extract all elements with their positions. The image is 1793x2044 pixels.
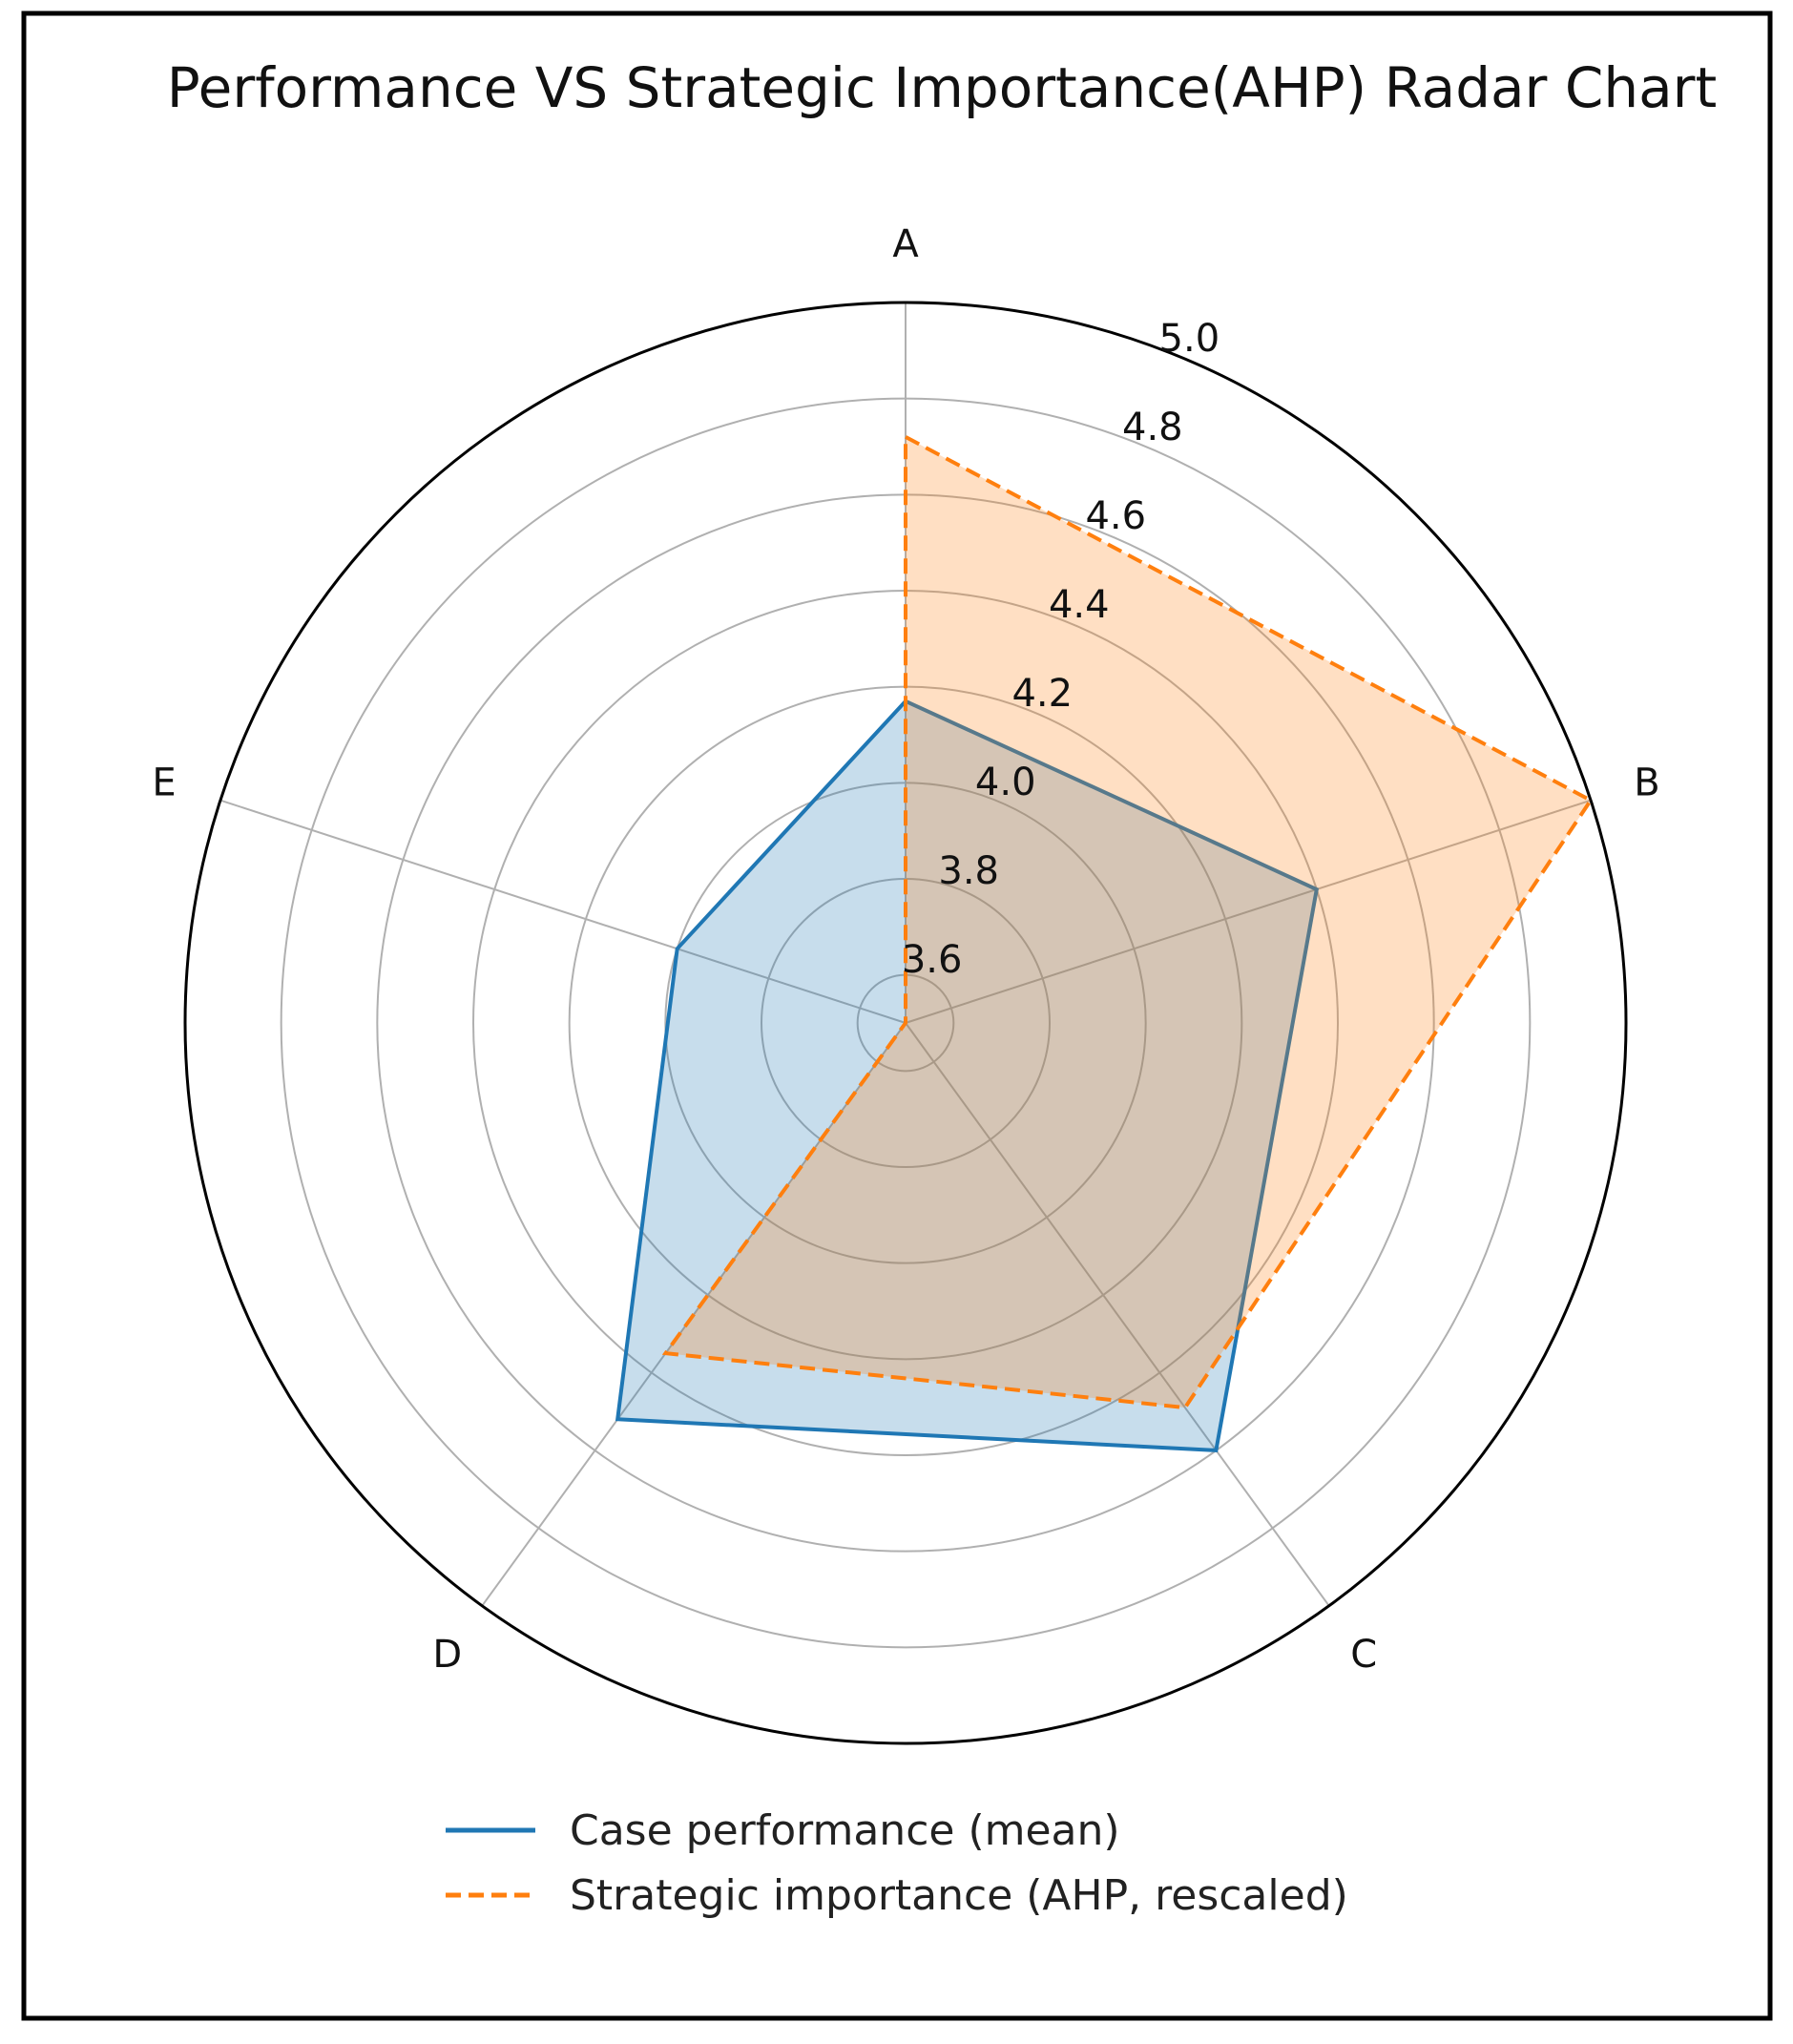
grid-spoke	[905, 1022, 1330, 1607]
series-fill-0	[617, 700, 1317, 1450]
r-tick-label: 3.8	[938, 849, 999, 893]
category-label: A	[892, 222, 919, 266]
legend-label: Case performance (mean)	[570, 1806, 1120, 1855]
r-tick-label: 4.4	[1049, 583, 1110, 627]
category-label: B	[1634, 761, 1659, 805]
category-label: D	[432, 1633, 462, 1677]
r-tick-label: 4.0	[975, 761, 1036, 804]
r-tick-label: 4.8	[1122, 406, 1183, 449]
figure-frame	[21, 10, 1773, 2021]
r-tick-label: 5.0	[1159, 317, 1220, 361]
r-tick-label: 4.6	[1085, 494, 1146, 538]
grid-spoke	[219, 799, 907, 1024]
series-line-1	[661, 433, 1594, 1410]
series-line-0	[615, 699, 1320, 1452]
legend-label: Strategic importance (AHP, rescaled)	[570, 1871, 1348, 1920]
category-label: E	[152, 761, 176, 805]
outer-circle	[183, 301, 1628, 1745]
grid-spoke	[905, 799, 1592, 1024]
r-tick-label: 3.6	[902, 938, 963, 982]
chart-title: Performance VS Strategic Importance(AHP)…	[167, 55, 1717, 120]
legend: Case performance (mean) Strategic importa…	[446, 1806, 1348, 1920]
r-tick-label: 4.2	[1011, 672, 1073, 716]
category-label: C	[1350, 1633, 1377, 1677]
